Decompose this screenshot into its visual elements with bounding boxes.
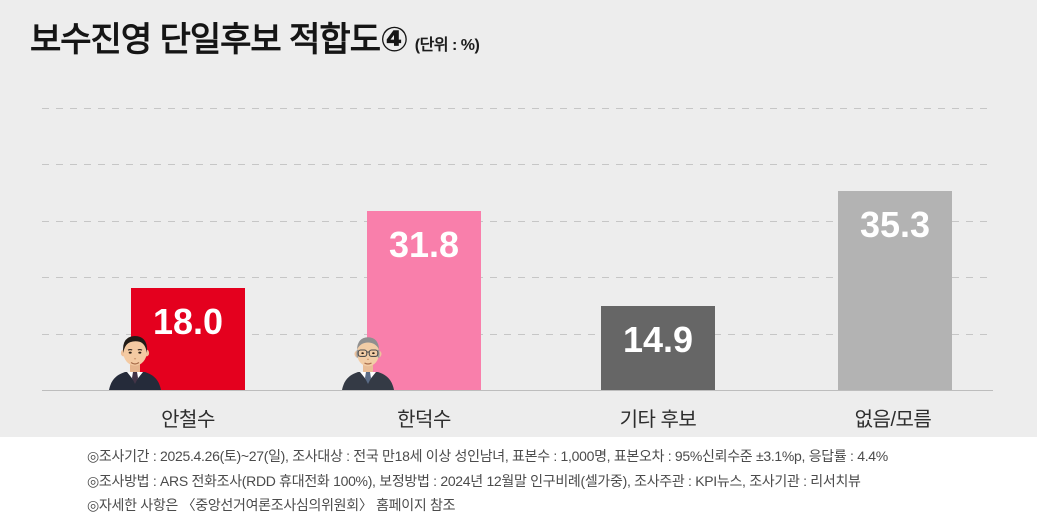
category-label-other: 기타 후보 xyxy=(619,409,697,431)
bar-han-ducksoo: 31.8 xyxy=(367,210,481,390)
bar-value-label: 18.0 xyxy=(152,301,224,343)
title-row: 보수진영 단일후보 적합도④ (단위 : %) xyxy=(30,21,480,59)
bar-other-candidates: 14.9 xyxy=(601,305,715,390)
bar-chart: 18.0 31.8 14.9 35.3 xyxy=(42,108,993,431)
bar-ahn-cheolsoo: 18.0 xyxy=(131,288,245,390)
han-ducksoo-portrait-icon xyxy=(342,337,394,390)
survey-footnote: ◎조사기간 : 2025.4.26(토)~27(일), 조사대상 : 전국 만1… xyxy=(87,444,987,517)
bar-value-label: 31.8 xyxy=(388,223,460,265)
footnote-line-3: ◎자세한 사항은 〈중앙선거여론조사심의위원회〉 홈페이지 참조 xyxy=(87,497,456,513)
bar-value-label: 35.3 xyxy=(859,203,931,245)
gridline-30 xyxy=(42,220,993,222)
chart-panel: 보수진영 단일후보 적합도④ (단위 : %) 18.0 31.8 14.9 3… xyxy=(0,0,1037,437)
bar-none-dont-know: 35.3 xyxy=(838,190,952,390)
bar-value-label: 14.9 xyxy=(622,318,694,360)
category-label-none: 없음/모름 xyxy=(854,409,932,431)
gridline-50 xyxy=(42,108,993,109)
category-label-han: 한덕수 xyxy=(397,409,451,431)
gridline-20 xyxy=(42,277,993,279)
category-label-ahn: 안철수 xyxy=(161,409,215,431)
unit-label: (단위 : %) xyxy=(414,37,480,55)
gridline-40 xyxy=(42,164,993,166)
page-title: 보수진영 단일후보 적합도④ xyxy=(30,21,409,59)
footnote-line-1: ◎조사기간 : 2025.4.26(토)~27(일), 조사대상 : 전국 만1… xyxy=(87,448,888,464)
gridline-10 xyxy=(42,333,993,335)
x-axis-line xyxy=(42,390,993,391)
footnote-line-2: ◎조사방법 : ARS 전화조사(RDD 휴대전화 100%), 보정방법 : … xyxy=(87,472,861,489)
ahn-cheolsoo-portrait-icon xyxy=(109,336,161,390)
